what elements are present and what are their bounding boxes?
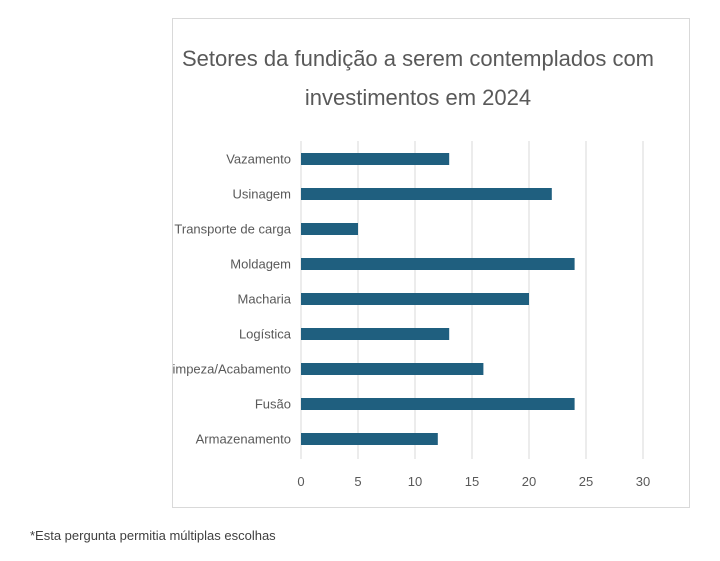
bar-chart: Setores da fundição a serem contemplados… <box>173 46 654 489</box>
category-label: Armazenamento <box>196 432 291 447</box>
x-tick-label: 25 <box>579 474 593 489</box>
bar <box>301 153 450 165</box>
x-tick-label: 30 <box>636 474 650 489</box>
category-label: Limpeza/Acabamento <box>173 362 291 377</box>
x-tick-label: 0 <box>297 474 304 489</box>
category-label: Transporte de carga <box>174 222 291 237</box>
x-tick-label: 20 <box>522 474 536 489</box>
category-label: Fusão <box>255 397 291 412</box>
bar <box>301 188 552 200</box>
category-label: Logística <box>239 327 292 342</box>
bar <box>301 328 450 340</box>
chart-title-line-1: Setores da fundição a serem contemplados… <box>182 46 654 71</box>
bar <box>301 293 529 305</box>
bar <box>301 363 484 375</box>
bar <box>301 223 358 235</box>
x-tick-label: 15 <box>465 474 479 489</box>
category-label: Moldagem <box>230 257 291 272</box>
category-label: Usinagem <box>232 187 291 202</box>
chart-frame: Setores da fundição a serem contemplados… <box>172 18 690 508</box>
footnote: *Esta pergunta permitia múltiplas escolh… <box>30 528 276 543</box>
bar <box>301 433 438 445</box>
x-tick-label: 10 <box>408 474 422 489</box>
bar <box>301 398 575 410</box>
x-tick-label: 5 <box>354 474 361 489</box>
category-labels: Vazamento Usinagem Transporte de carga Mold… <box>173 152 292 447</box>
category-label: Vazamento <box>226 152 291 167</box>
chart-title-line-2: investimentos em 2024 <box>305 85 531 110</box>
x-tick-labels: 0 5 10 15 20 25 30 <box>297 474 650 489</box>
bars <box>301 153 575 445</box>
category-label: Macharia <box>238 292 292 307</box>
bar <box>301 258 575 270</box>
